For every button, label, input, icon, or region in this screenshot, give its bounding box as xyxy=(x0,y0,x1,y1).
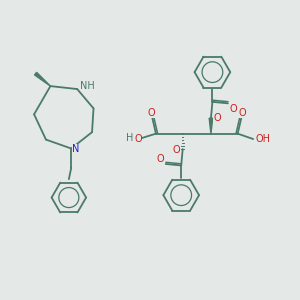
Text: O: O xyxy=(134,134,142,144)
Polygon shape xyxy=(209,118,213,134)
Text: O: O xyxy=(148,108,156,118)
Text: OH: OH xyxy=(255,134,270,144)
Text: O: O xyxy=(214,112,221,123)
Text: O: O xyxy=(238,108,246,118)
Text: O: O xyxy=(157,154,164,164)
Text: N: N xyxy=(72,144,80,154)
Text: O: O xyxy=(172,145,180,155)
Text: NH: NH xyxy=(80,80,95,91)
Text: H: H xyxy=(125,133,133,143)
Text: O: O xyxy=(230,104,237,114)
Polygon shape xyxy=(34,72,50,86)
